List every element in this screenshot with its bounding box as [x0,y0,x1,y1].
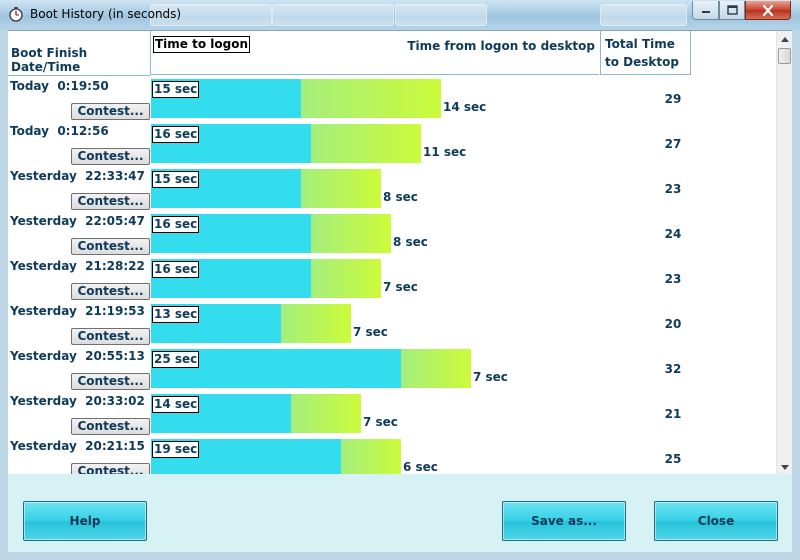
desktop-time-bar [301,169,381,208]
titlebar-reflection [150,4,272,26]
boot-finish-time: Yesterday 22:33:47 [10,169,145,183]
total-time: 29 [664,92,682,106]
minimize-button[interactable] [692,1,719,20]
contest-button[interactable]: Contest... [71,148,150,165]
table-row[interactable]: Yesterday 22:33:47 Contest... 15 sec 8 sec 2… [8,166,776,211]
total-time: 21 [664,407,682,421]
logon-time-label: 15 sec [152,81,200,98]
logon-time-label: 14 sec [152,396,200,413]
total-time: 23 [664,182,682,196]
total-time: 20 [664,317,682,331]
contest-button[interactable]: Contest... [71,328,150,345]
window-title: Boot History (in seconds) [30,7,182,21]
desktop-time-label: 14 sec [443,100,487,114]
contest-button[interactable]: Contest... [71,238,150,255]
table-row[interactable]: Yesterday 21:19:53 Contest... 13 sec 7 sec 2… [8,301,776,346]
help-button[interactable]: Help [23,501,147,541]
desktop-time-bar [291,394,361,433]
desktop-time-bar [311,124,421,163]
table-row[interactable]: Yesterday 20:21:15 Contest... 19 sec 6 sec 2… [8,436,776,475]
table-row[interactable]: Yesterday 20:55:13 Contest... 25 sec 7 sec 3… [8,346,776,391]
desktop-time-label: 7 sec [353,325,388,339]
desktop-time-label: 7 sec [383,280,418,294]
logon-time-label: 13 sec [152,306,200,323]
scroll-thumb[interactable] [778,48,791,64]
scroll-up-button[interactable] [777,31,793,47]
contest-button[interactable]: Contest... [71,193,150,210]
logon-time-label: 16 sec [152,261,200,278]
close-window-button[interactable] [745,1,791,20]
boot-finish-time: Yesterday 20:33:02 [10,394,145,408]
contest-button[interactable]: Contest... [71,283,150,300]
logon-time-label: 15 sec [152,171,200,188]
boot-finish-time: Today 0:19:50 [10,79,109,93]
boot-finish-time: Yesterday 22:05:47 [10,214,145,228]
column-header-total-label: Total Time to Desktop [605,37,679,69]
column-header-total[interactable]: Total Time to Desktop [600,31,691,75]
desktop-time-bar [311,214,391,253]
column-header-date-label: Boot Finish Date/Time [11,46,88,74]
column-header-desktop: Time from logon to desktop [407,39,595,53]
total-time: 32 [664,362,682,376]
chevron-up-icon [781,36,789,42]
boot-history-table: Boot Finish Date/Time Time to logon Time… [8,30,792,475]
desktop-time-label: 7 sec [473,370,508,384]
logon-time-label: 19 sec [152,441,200,458]
desktop-time-label: 7 sec [363,415,398,429]
footer-panel: Help Save as... Close [8,474,792,552]
desktop-time-bar [311,259,381,298]
total-time: 23 [664,272,682,286]
save-as-button[interactable]: Save as... [502,501,626,541]
minimize-icon [701,11,710,13]
desktop-time-bar [341,439,401,475]
titlebar-reflection [600,4,687,26]
boot-rows: Today 0:19:50 Contest... 15 sec 14 sec 29 Tod… [8,76,776,475]
maximize-icon [726,5,738,15]
stopwatch-icon [9,7,23,22]
scroll-down-button[interactable] [777,459,793,475]
logon-time-label: 25 sec [152,351,200,368]
column-header-date[interactable]: Boot Finish Date/Time [8,31,150,76]
total-time: 25 [664,452,682,466]
boot-finish-time: Yesterday 21:19:53 [10,304,145,318]
contest-button[interactable]: Contest... [71,103,150,120]
maximize-button[interactable] [719,1,745,20]
logon-time-label: 16 sec [152,126,200,143]
close-icon [762,4,774,16]
desktop-time-bar [301,79,441,118]
desktop-time-bar [401,349,471,388]
titlebar-reflection [272,4,394,26]
boot-finish-time: Yesterday 20:55:13 [10,349,145,363]
table-row[interactable]: Today 0:19:50 Contest... 15 sec 14 sec 29 [8,76,776,121]
contest-button[interactable]: Contest... [71,463,150,475]
table-row[interactable]: Yesterday 22:05:47 Contest... 16 sec 8 sec 2… [8,211,776,256]
boot-finish-time: Yesterday 20:21:15 [10,439,145,453]
desktop-time-label: 8 sec [383,190,418,204]
desktop-time-label: 11 sec [423,145,467,159]
close-button[interactable]: Close [654,501,778,541]
desktop-time-bar [281,304,351,343]
total-time: 27 [664,137,682,151]
column-header-times[interactable]: Time to logon Time from logon to desktop [150,31,599,75]
vertical-scrollbar[interactable] [776,31,792,475]
titlebar-reflection [395,4,487,26]
column-header-logon: Time to logon [153,36,251,53]
table-row[interactable]: Yesterday 21:28:22 Contest... 16 sec 7 sec 2… [8,256,776,301]
table-row[interactable]: Yesterday 20:33:02 Contest... 14 sec 7 sec 2… [8,391,776,436]
title-bar[interactable]: Boot History (in seconds) [0,0,800,30]
total-time: 24 [664,227,682,241]
contest-button[interactable]: Contest... [71,418,150,435]
desktop-time-label: 6 sec [403,460,438,474]
boot-finish-time: Today 0:12:56 [10,124,109,138]
table-row[interactable]: Today 0:12:56 Contest... 16 sec 11 sec 27 [8,121,776,166]
desktop-time-label: 8 sec [393,235,428,249]
chevron-down-icon [781,464,789,470]
contest-button[interactable]: Contest... [71,373,150,390]
boot-finish-time: Yesterday 21:28:22 [10,259,145,273]
logon-time-label: 16 sec [152,216,200,233]
